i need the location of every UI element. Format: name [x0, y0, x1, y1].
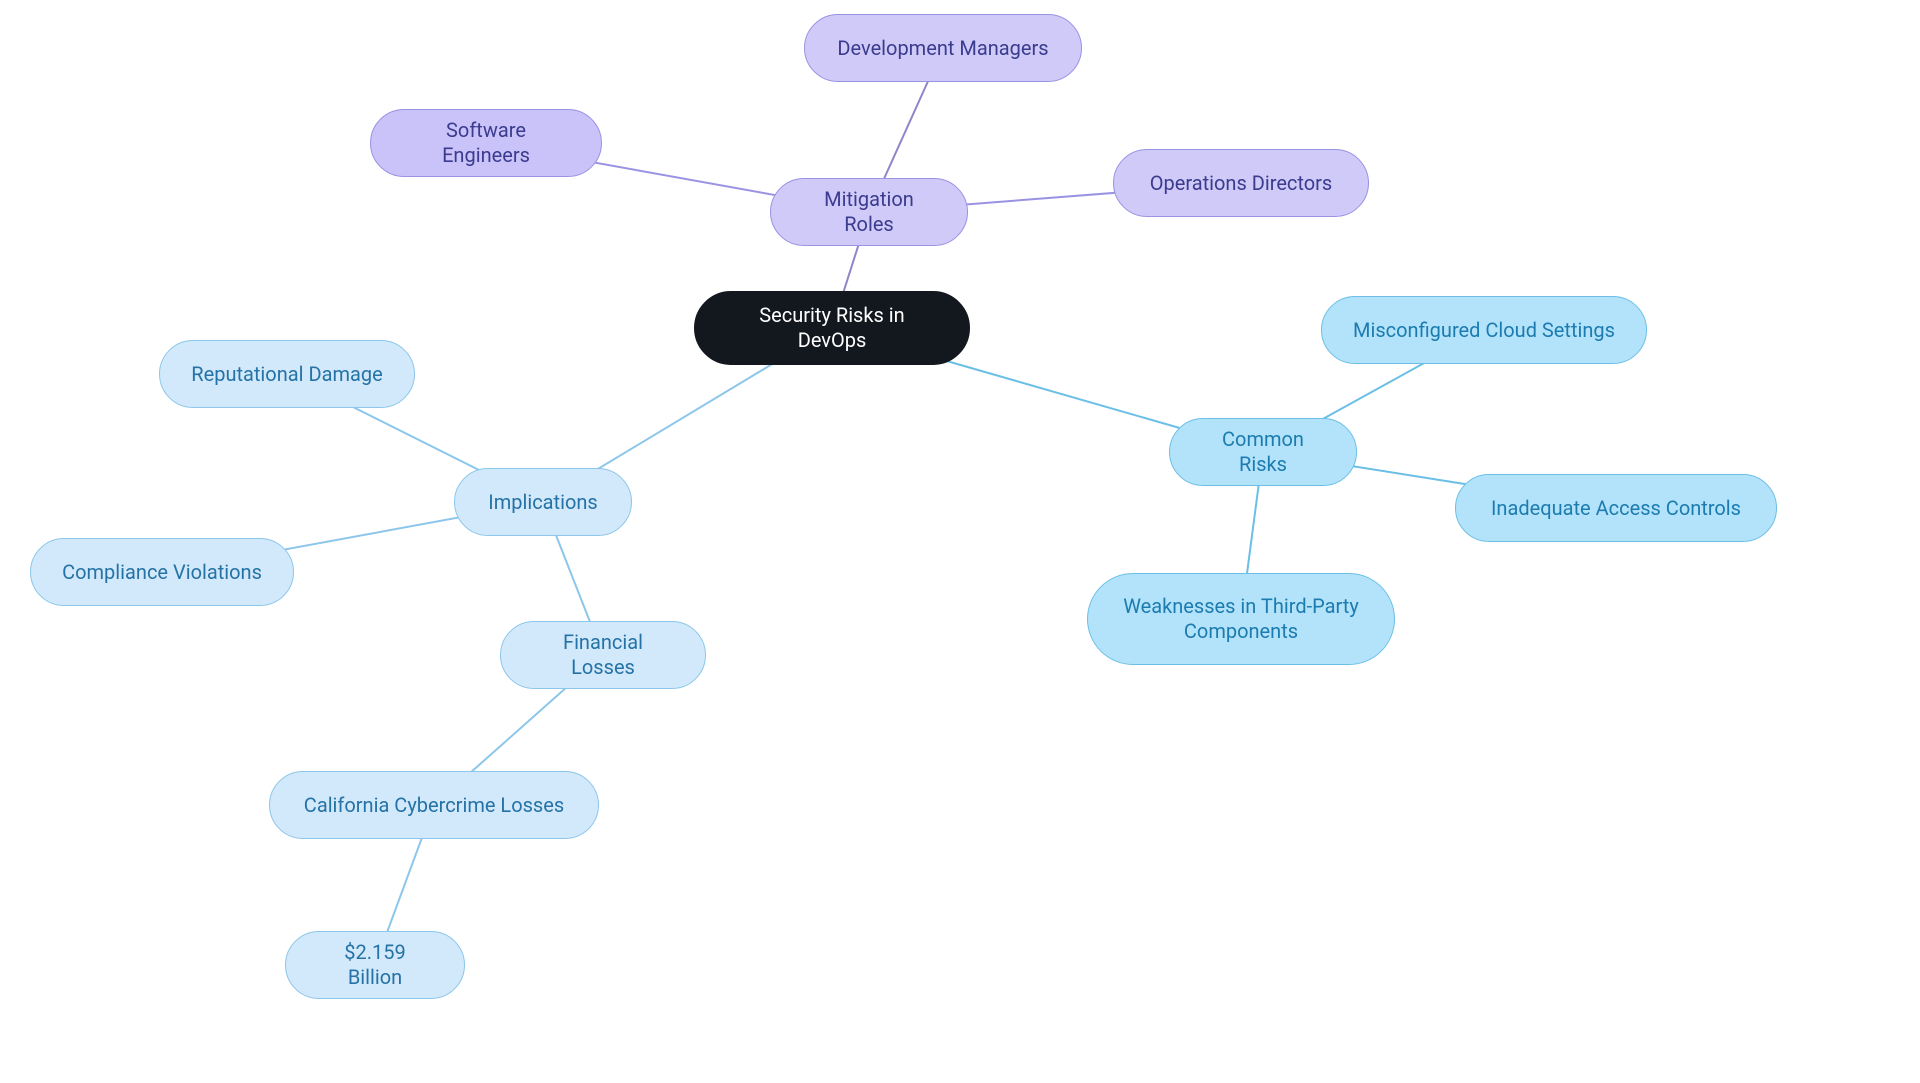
node-inadequate-access: Inadequate Access Controls [1455, 474, 1777, 542]
node-development-managers: Development Managers [804, 14, 1082, 82]
node-label: Compliance Violations [62, 560, 262, 585]
node-label: Misconfigured Cloud Settings [1353, 318, 1615, 343]
node-misconfigured: Misconfigured Cloud Settings [1321, 296, 1647, 364]
node-label: Mitigation Roles [801, 187, 937, 237]
node-common-risks: Common Risks [1169, 418, 1357, 486]
node-software-engineers: Software Engineers [370, 109, 602, 177]
node-implications: Implications [454, 468, 632, 536]
node-label: Operations Directors [1150, 171, 1333, 196]
node-billion: $2.159 Billion [285, 931, 465, 999]
mindmap-canvas: Security Risks in DevOps Mitigation Role… [0, 0, 1920, 1083]
node-label: Reputational Damage [191, 362, 382, 387]
node-label: Software Engineers [401, 118, 571, 168]
node-financial-losses: Financial Losses [500, 621, 706, 689]
node-third-party: Weaknesses in Third-Party Components [1087, 573, 1395, 665]
node-california: California Cybercrime Losses [269, 771, 599, 839]
node-label: Inadequate Access Controls [1491, 496, 1741, 521]
node-label: $2.159 Billion [316, 940, 434, 990]
node-label: Financial Losses [531, 630, 675, 680]
node-label: Security Risks in DevOps [725, 303, 939, 353]
node-mitigation: Mitigation Roles [770, 178, 968, 246]
node-label: California Cybercrime Losses [304, 793, 564, 818]
node-label: Development Managers [837, 36, 1048, 61]
node-reputational: Reputational Damage [159, 340, 415, 408]
node-compliance: Compliance Violations [30, 538, 294, 606]
node-label: Weaknesses in Third-Party Components [1123, 594, 1359, 644]
node-root: Security Risks in DevOps [694, 291, 970, 365]
node-operations-directors: Operations Directors [1113, 149, 1369, 217]
node-label: Implications [488, 490, 597, 515]
node-label: Common Risks [1200, 427, 1326, 477]
